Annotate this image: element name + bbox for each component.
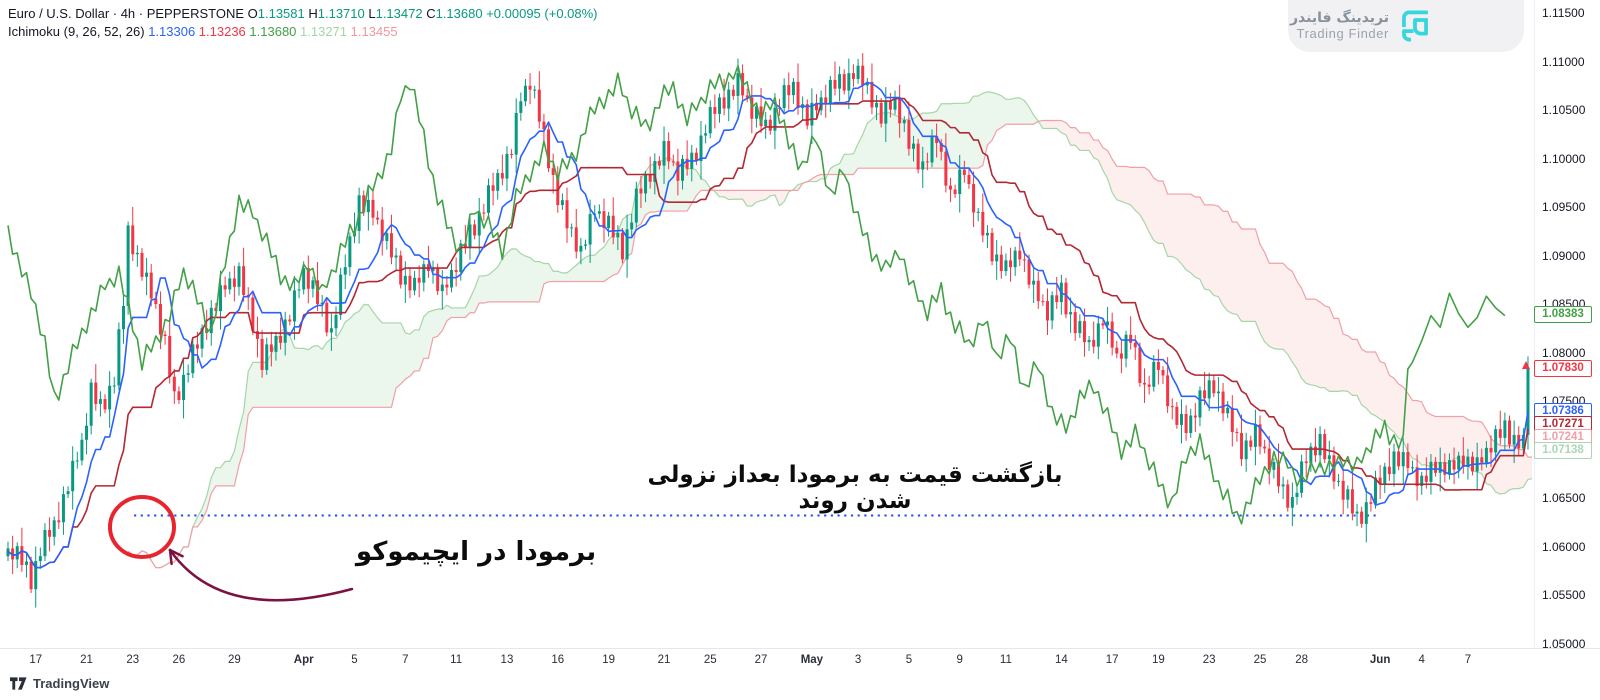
time-label-day: 21 — [80, 654, 93, 666]
time-label-day: 29 — [227, 654, 241, 666]
legend-token: 1.13271 — [300, 24, 351, 39]
time-label-day: 17 — [1105, 654, 1119, 666]
legend-token: 1.13581 — [257, 6, 309, 21]
price-badge: 1.07386 — [1534, 403, 1592, 420]
time-label-day: 3 — [854, 654, 862, 666]
price-tick-label: 1.05500 — [1542, 588, 1586, 602]
symbol-legend[interactable]: Euro / U.S. Dollar · 4h · PEPPERSTONE O1… — [8, 6, 598, 21]
time-label-month: May — [800, 654, 824, 666]
time-axis[interactable]: 17 21 23 26 29 Apr 5 7 11 13 16 19 21 25 27 May 3 5 9 11 14 1… — [0, 648, 1600, 675]
tradingview-label: TradingView — [33, 676, 110, 691]
legend-token: 1.13455 — [350, 24, 398, 39]
ichimoku-legend[interactable]: Ichimoku (9, 26, 52, 26) 1.13306 1.13236… — [8, 24, 398, 39]
time-label-day: 4 — [1418, 654, 1425, 666]
trading-finder-watermark: تریدینگ فایندر Trading Finder — [1288, 0, 1524, 52]
time-label-day: 23 — [126, 654, 140, 666]
time-label-day: 11 — [450, 654, 463, 666]
price-axis[interactable]: 1.11500 1.11000 1.10500 1.10000 1.09500 1.090… — [1532, 0, 1600, 651]
legend-token: C — [426, 6, 436, 21]
legend-token: L — [368, 6, 376, 21]
price-badge: 1.08383 — [1534, 306, 1592, 323]
legend-token: +0.00095 (+0.08%) — [486, 6, 598, 21]
trading-finder-logo-icon — [1402, 10, 1428, 42]
price-tick-label: 1.11000 — [1542, 54, 1585, 69]
time-label-day: 19 — [1151, 654, 1165, 666]
price-badge: 1.07138 — [1534, 442, 1592, 459]
legend-token: 1.13306 — [148, 24, 199, 39]
annotation-bermuda-in-ichimoku: برمودا در ایچیموکو — [355, 537, 597, 567]
time-label-day: 16 — [551, 654, 565, 666]
time-label-day: 5 — [351, 654, 358, 666]
price-tick-label: 1.10000 — [1542, 151, 1586, 166]
price-axis-separator — [1534, 0, 1535, 648]
brand-name-farsi: تریدینگ فایندر — [1289, 10, 1389, 27]
time-label-day: 5 — [905, 654, 913, 666]
price-badge: 1.07241 — [1534, 429, 1592, 446]
legend-token: Euro / U.S. Dollar · 4h · PEPPERSTONE — [8, 6, 248, 21]
price-badge: 1.07271 — [1534, 416, 1592, 433]
time-label-day: 21 — [657, 654, 671, 666]
brand-name-english: Trading Finder — [1296, 25, 1389, 41]
time-label-day: 25 — [1253, 654, 1267, 666]
time-label-day: 19 — [602, 654, 615, 666]
time-label-day: 28 — [1295, 654, 1308, 666]
time-label-day: 11 — [999, 654, 1012, 666]
time-label-day: 23 — [1202, 654, 1216, 666]
time-label-day: 26 — [172, 654, 186, 666]
time-label-day: 17 — [29, 654, 43, 666]
legend-token: H — [308, 6, 318, 21]
time-label-day: 27 — [754, 654, 768, 666]
time-label-day: 7 — [1464, 654, 1472, 666]
price-tick-label: 1.11500 — [1542, 6, 1585, 20]
price-tick-label: 1.05000 — [1542, 636, 1586, 651]
price-tick-label: 1.08000 — [1542, 345, 1586, 360]
time-label-month: Jun — [1369, 654, 1391, 666]
trading-finder-brand-text: تریدینگ فایندر Trading Finder — [1290, 10, 1389, 41]
legend-token: 1.13680 — [249, 24, 301, 39]
price-tick-label: 1.09000 — [1542, 248, 1586, 263]
annotation-return-to-bermuda: بازگشت قیمت به برمودا بعداز نزولی شدن رو… — [647, 462, 1063, 514]
legend-token: 1.13680 — [435, 6, 487, 21]
legend-token: 1.13236 — [198, 24, 250, 39]
price-tick-label: 1.06500 — [1542, 491, 1586, 505]
tradingview-attribution[interactable]: TradingView — [10, 676, 109, 691]
price-tick-label: 1.06000 — [1542, 539, 1586, 554]
time-label-month: Apr — [293, 654, 314, 666]
price-tick-label: 1.10500 — [1542, 103, 1586, 117]
time-label-day: 13 — [500, 654, 514, 666]
tradingview-logo-icon — [10, 677, 27, 690]
time-label-day: 14 — [1054, 654, 1068, 666]
price-tick-label: 1.09500 — [1542, 200, 1586, 214]
time-label-day: 25 — [703, 654, 717, 666]
legend-token: 1.13472 — [375, 6, 427, 21]
time-label-day: 9 — [956, 654, 963, 666]
legend-token: O — [247, 6, 258, 21]
legend-token: 1.13710 — [317, 6, 369, 21]
price-badge: 1.07830 — [1534, 360, 1592, 377]
legend-token: Ichimoku (9, 26, 52, 26) — [8, 24, 149, 39]
time-label-day: 7 — [402, 654, 409, 666]
